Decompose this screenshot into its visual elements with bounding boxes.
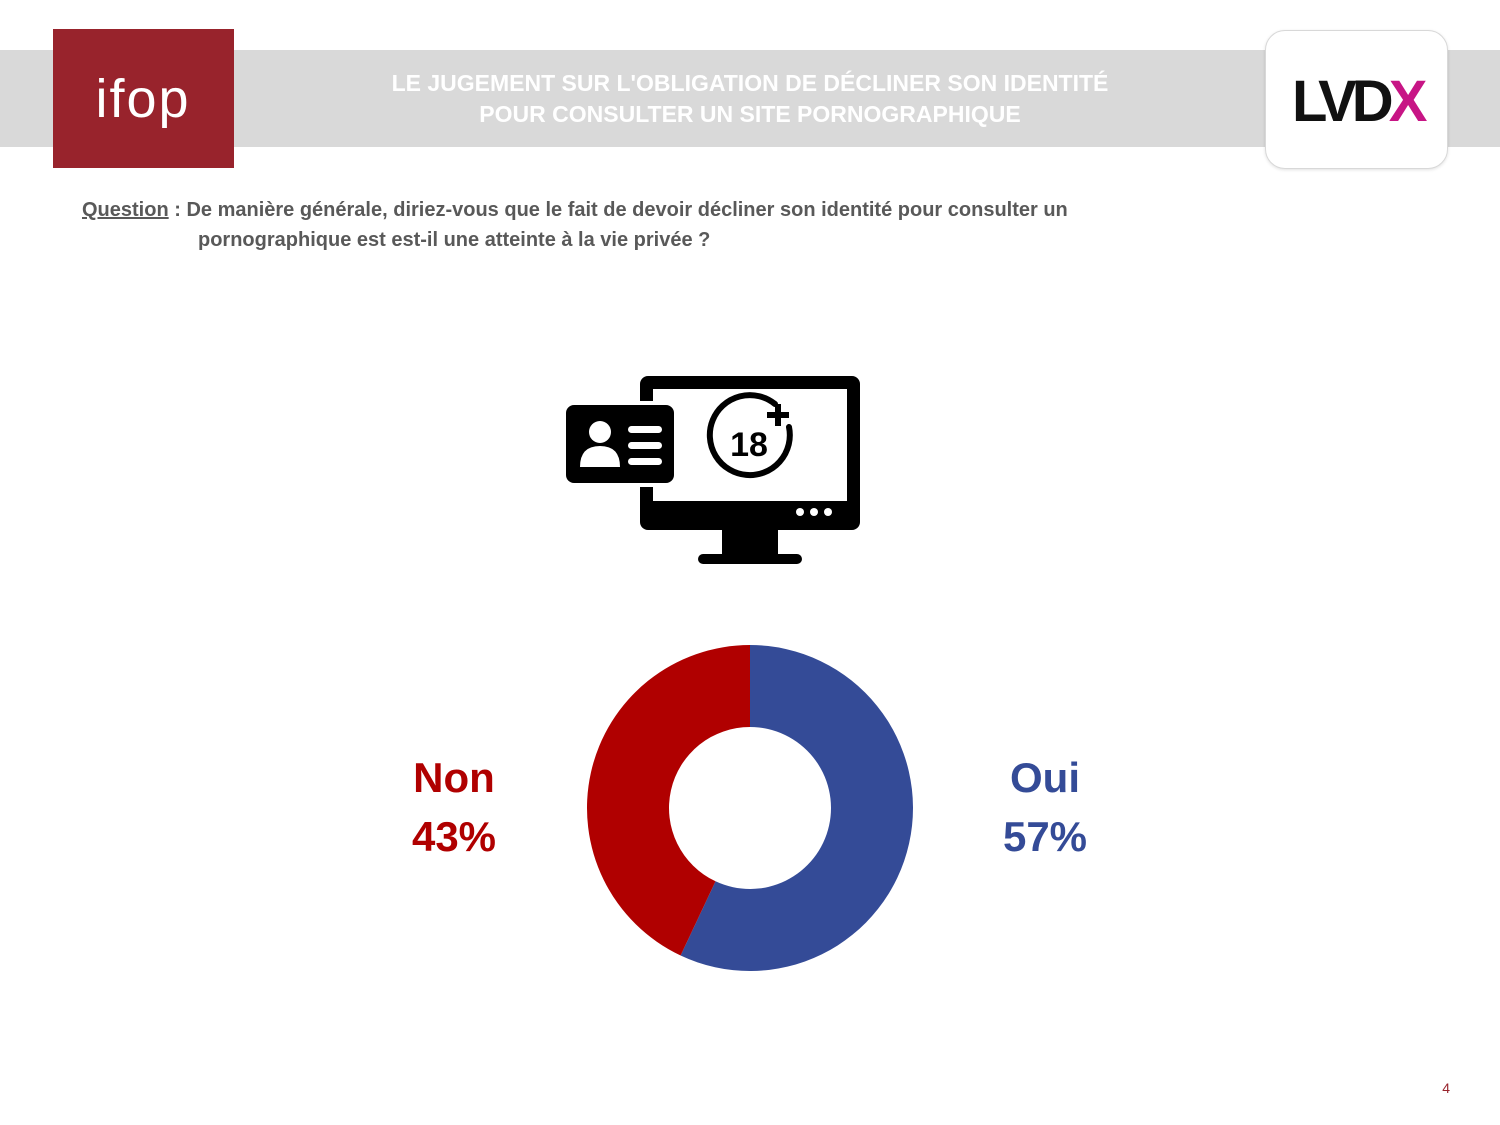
oui-label-group: Oui 57% — [965, 748, 1125, 866]
id-card-monitor-18plus-icon: 18 — [562, 376, 860, 564]
non-label-group: Non 43% — [374, 748, 534, 866]
title-line-1: LE JUGEMENT SUR L'OBLIGATION DE DÉCLINER… — [391, 69, 1109, 96]
non-value-label: 43% — [411, 813, 497, 860]
donut-slice-non — [587, 645, 750, 956]
header-band — [0, 50, 1500, 147]
page-title: LE JUGEMENT SUR L'OBLIGATION DE DÉCLINER… — [300, 50, 1200, 147]
donut-slice-oui — [680, 645, 913, 971]
question-text: Question : De manière générale, diriez-v… — [82, 195, 1232, 255]
svg-text:LVDX: LVDX — [1292, 69, 1428, 134]
oui-category-label: Oui — [1010, 754, 1080, 801]
question-label: Question — [82, 199, 169, 221]
title-line-2: POUR CONSULTER UN SITE PORNOGRAPHIQUE — [479, 100, 1021, 127]
donut-chart — [587, 645, 913, 971]
lvdx-logo-accent: X — [1389, 69, 1428, 134]
non-category-label: Non — [413, 754, 495, 801]
age-badge-text: 18 — [730, 426, 768, 464]
ifop-logo: ifop — [53, 29, 234, 168]
ifop-logo-text: ifop — [95, 69, 190, 129]
question-line-1: De manière générale, diriez-vous que le … — [186, 199, 1068, 221]
lvdx-logo: LVDX — [1265, 30, 1448, 169]
lvdx-logo-text: LVD — [1292, 69, 1392, 134]
oui-value-label: 57% — [1002, 813, 1088, 860]
question-line-2: pornographique est est-il une atteinte à… — [198, 229, 711, 251]
question-separator: : — [168, 199, 187, 221]
page-number: 4 — [1442, 1080, 1450, 1096]
